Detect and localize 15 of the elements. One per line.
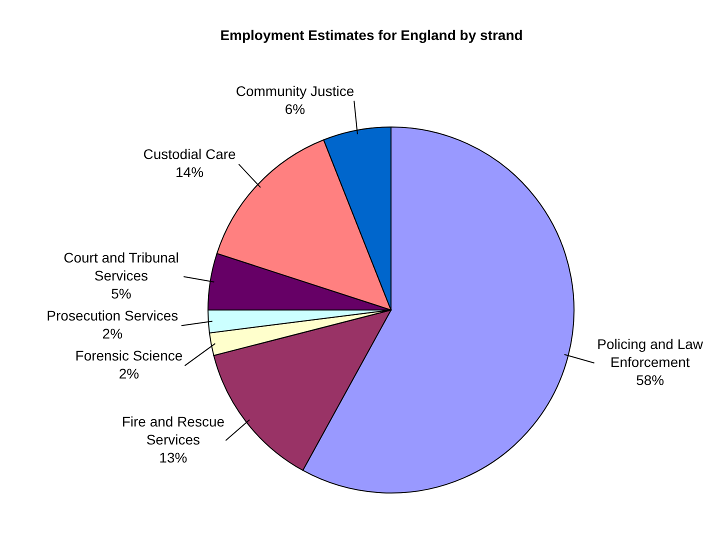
chart-title: Employment Estimates for England by strand <box>220 27 523 43</box>
slice-label: Fire and Rescue Services <box>122 414 225 448</box>
slice-label: Custodial Care <box>143 146 236 162</box>
data-label: 58% <box>636 372 664 388</box>
data-label: 2% <box>118 366 140 382</box>
slice-label: Forensic Science <box>75 348 183 364</box>
slice-label: Prosecution Services <box>46 308 178 324</box>
data-label: 6% <box>284 100 306 117</box>
data-label: 5% <box>111 286 132 302</box>
slice-label: Court and Tribunal Services <box>64 250 179 284</box>
data-label: 13% <box>159 450 188 466</box>
slice-label: Policing and Law Enforcement <box>597 336 704 370</box>
data-label: 2% <box>102 326 123 342</box>
slice-label: Community Justice <box>236 82 354 99</box>
data-label: 14% <box>176 164 204 180</box>
